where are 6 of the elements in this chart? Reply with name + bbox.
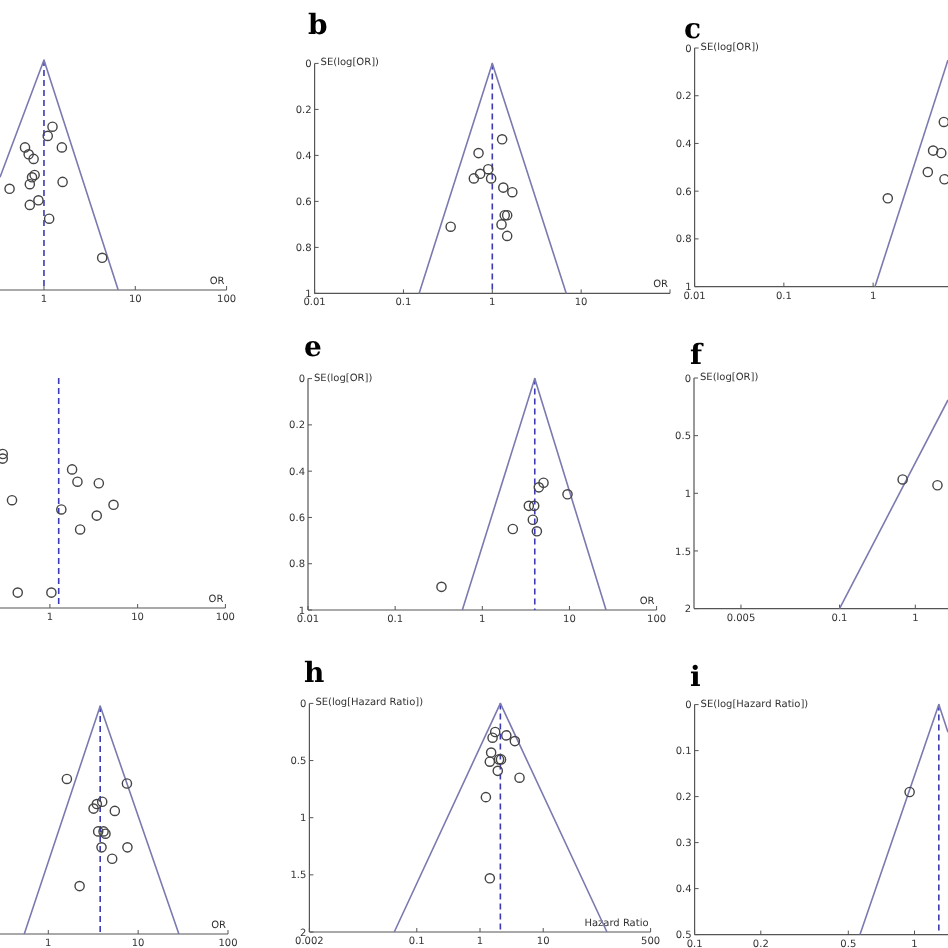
chart-title: b: [308, 10, 328, 42]
chart-title: i: [690, 662, 701, 694]
chart-title: c: [684, 14, 702, 46]
chart-title: e: [304, 332, 322, 364]
chart-title: f: [690, 340, 704, 372]
chart-title: h: [304, 658, 325, 690]
